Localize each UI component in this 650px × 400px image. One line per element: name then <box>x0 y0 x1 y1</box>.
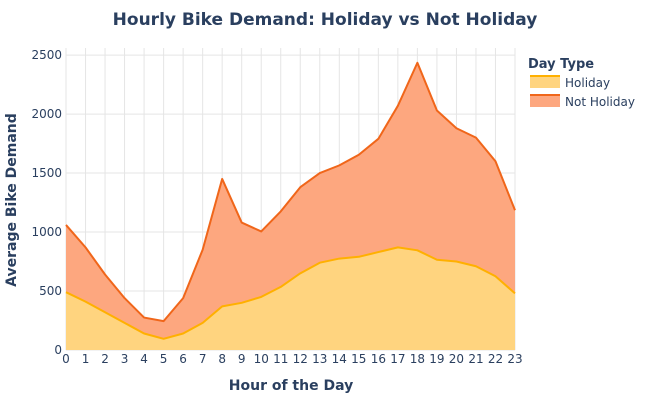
area-holiday <box>66 247 515 350</box>
x-tick-label: 1 <box>82 352 90 366</box>
line-holiday <box>65 246 516 340</box>
legend: Day Type Holiday Not Holiday <box>528 57 635 109</box>
x-tick-label: 12 <box>293 352 308 366</box>
y-tick-label: 1000 <box>31 225 62 239</box>
line-layer <box>65 61 516 340</box>
x-tick-label: 13 <box>312 352 327 366</box>
y-axis-title: Average Bike Demand <box>4 113 20 287</box>
legend-label-not-holiday: Not Holiday <box>565 95 635 109</box>
tick-labels: 0 1 2 3 4 5 6 7 8 9 10 11 12 13 14 15 16 17 18 19 20 21 22 2305… <box>31 48 522 366</box>
x-tick-label: 8 <box>218 352 226 366</box>
x-tick-label: 23 <box>507 352 522 366</box>
x-tick-label: 16 <box>371 352 386 366</box>
line-not-holiday <box>65 61 516 323</box>
x-tick-label: 20 <box>449 352 464 366</box>
x-tick-label: 15 <box>351 352 366 366</box>
x-tick-label: 18 <box>410 352 425 366</box>
x-tick-label: 5 <box>160 352 168 366</box>
y-tick-label: 0 <box>54 343 62 357</box>
x-tick-label: 9 <box>238 352 246 366</box>
x-tick-label: 11 <box>273 352 288 366</box>
x-tick-label: 7 <box>199 352 207 366</box>
x-tick-label: 4 <box>140 352 148 366</box>
x-tick-label: 22 <box>488 352 503 366</box>
y-tick-label: 500 <box>39 284 62 298</box>
legend-item-holiday[interactable]: Holiday <box>530 75 610 90</box>
x-tick-label: 0 <box>62 352 70 366</box>
x-tick-label: 2 <box>101 352 109 366</box>
y-tick-label: 2000 <box>31 107 62 121</box>
y-tick-label: 2500 <box>31 48 62 62</box>
x-tick-label: 3 <box>121 352 129 366</box>
legend-title: Day Type <box>528 57 594 72</box>
chart-title: Hourly Bike Demand: Holiday vs Not Holid… <box>113 10 538 30</box>
x-tick-label: 10 <box>254 352 269 366</box>
x-tick-label: 6 <box>179 352 187 366</box>
legend-label-holiday: Holiday <box>565 76 610 90</box>
legend-swatch-holiday <box>530 76 560 88</box>
x-tick-label: 17 <box>390 352 405 366</box>
x-axis-title: Hour of the Day <box>229 378 353 394</box>
x-tick-label: 21 <box>468 352 483 366</box>
x-tick-label: 19 <box>429 352 444 366</box>
x-tick-label: 14 <box>332 352 347 366</box>
legend-item-not-holiday[interactable]: Not Holiday <box>530 94 635 109</box>
legend-swatch-not-holiday <box>530 95 560 107</box>
y-tick-label: 1500 <box>31 166 62 180</box>
